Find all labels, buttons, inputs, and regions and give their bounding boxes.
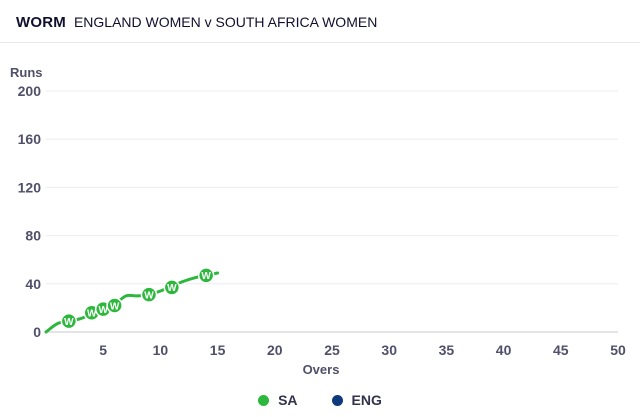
x-tick-label: 45 [553,342,569,358]
legend-dot-icon [258,394,270,406]
wicket-marker [140,286,158,303]
x-tick-label: 50 [610,342,626,358]
wicket-marker-label: W [167,283,177,294]
wicket-marker-label: W [110,301,120,312]
y-tick-label: 80 [25,228,41,244]
x-tick-label: 40 [496,342,512,358]
x-tick-label: 25 [324,342,340,358]
x-tick-label: 30 [381,342,397,358]
y-axis-title: Runs [10,65,43,80]
x-tick-label: 15 [210,342,226,358]
y-tick-label: 120 [18,179,42,195]
x-tick-label: 10 [153,342,169,358]
wicket-marker-label: W [98,305,108,316]
chart-header: WORM ENGLAND WOMEN v SOUTH AFRICA WOMEN [16,14,377,34]
wicket-marker-label: W [64,317,74,328]
wicket-marker-label: W [201,271,211,282]
y-tick-label: 40 [25,276,41,292]
x-tick-label: 20 [267,342,283,358]
wicket-marker [60,312,78,330]
wicket-marker [163,279,181,296]
x-tick-label: 5 [99,342,107,358]
wicket-marker-label: W [144,290,154,301]
x-axis-title: Overs [303,362,340,377]
chart-legend: SA ENG [0,392,640,408]
legend-item-eng[interactable]: ENG [331,392,382,408]
gridlines [46,90,618,333]
wicket-marker [197,267,215,284]
y-tick-label: 200 [18,83,42,99]
wicket-marker-label: W [87,309,97,320]
legend-item-sa[interactable]: SA [258,392,298,408]
x-tick-label: 35 [439,342,455,358]
x-axis-ticks: 5 10 15 20 25 30 35 40 45 50 [99,342,626,358]
legend-label: SA [278,392,298,408]
wicket-marker [106,297,123,314]
header-divider [0,42,640,43]
y-tick-label: 0 [33,324,41,340]
legend-label: ENG [351,392,382,408]
match-title: ENGLAND WOMEN v SOUTH AFRICA WOMEN [73,14,378,30]
y-axis-ticks: 0 40 80 120 160 200 [18,83,42,340]
chart-type-label: WORM [16,14,66,31]
y-tick-label: 160 [18,131,42,147]
legend-dot-icon [331,394,343,406]
